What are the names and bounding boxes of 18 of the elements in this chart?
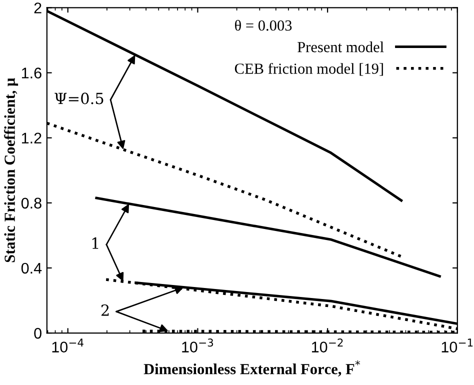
y-tick-label: 1.2: [22, 132, 42, 144]
y-tick-label: 0: [34, 328, 42, 339]
legend-label: CEB friction model [19]: [234, 62, 383, 76]
annotation: 2: [101, 304, 109, 316]
legend-title: θ = 0.003: [235, 20, 292, 31]
y-tick-label: 1.6: [22, 68, 42, 78]
x-tick-label: 10$^{−1}$: [442, 338, 473, 352]
x-tick-label: 10$^{−3}$: [182, 338, 214, 352]
x-tick-label: 10$^{−4}$: [52, 338, 84, 352]
annotation: Ψ=0.5: [54, 92, 104, 104]
y-axis-title: Static Friction Coefficient, μ: [4, 78, 18, 262]
legend-label: Present model: [298, 42, 384, 52]
y-tick-label: 0.8: [21, 198, 42, 209]
annotation: 1: [92, 237, 98, 249]
x-axis-title: Dimensionless External Force, F$^{*}$: [144, 360, 360, 376]
x-tick-label: 10$^{−2}$: [312, 338, 343, 352]
y-tick-label: 2: [34, 2, 42, 14]
y-tick-label: 0.4: [21, 262, 42, 274]
